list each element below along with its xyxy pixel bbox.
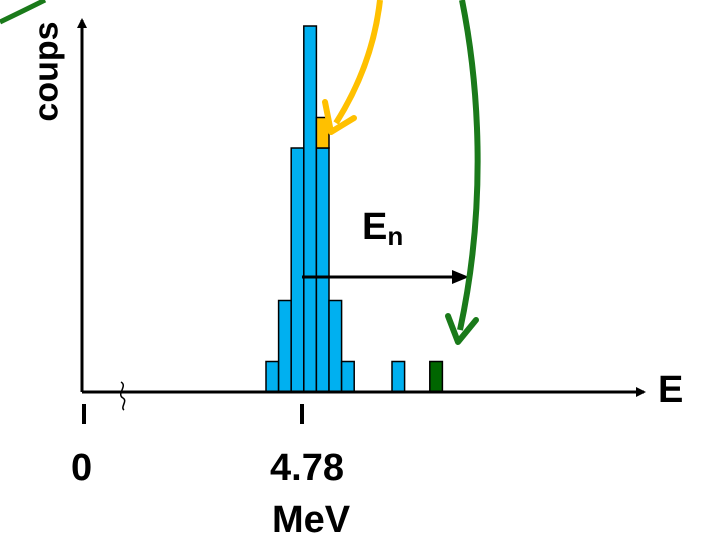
tick-peak-label: 4.78 [270,447,344,489]
histogram-bar-0 [265,360,280,393]
tick-zero-label: 0 [71,447,93,489]
histogram-bar-6 [340,360,355,393]
green-arrowhead [445,313,479,345]
energy-difference-main: E [362,206,388,248]
histogram-bar-4 [315,147,330,393]
y-axis-label: coups [27,21,66,122]
x-axis-label: E [658,369,684,411]
energy-difference-label: En [362,206,404,251]
axis-break-mark [119,381,126,411]
energy-difference-arrowhead [452,270,469,284]
yellow-curved-arrow [333,0,383,125]
histogram-bar-1 [277,299,292,393]
histogram-bars [265,25,444,393]
histogram-bar-10 [391,360,406,393]
histogram-bar-13 [429,360,444,393]
corner-green-line [0,0,47,25]
histogram-bar-3 [303,25,318,393]
unit-label: MeV [272,499,351,541]
histogram-bar-5 [328,299,343,393]
energy-difference-subscript: n [387,221,404,251]
histogram-bar-2 [290,147,305,393]
green-curved-arrow [457,0,481,331]
yellow-arrowhead [322,99,357,135]
